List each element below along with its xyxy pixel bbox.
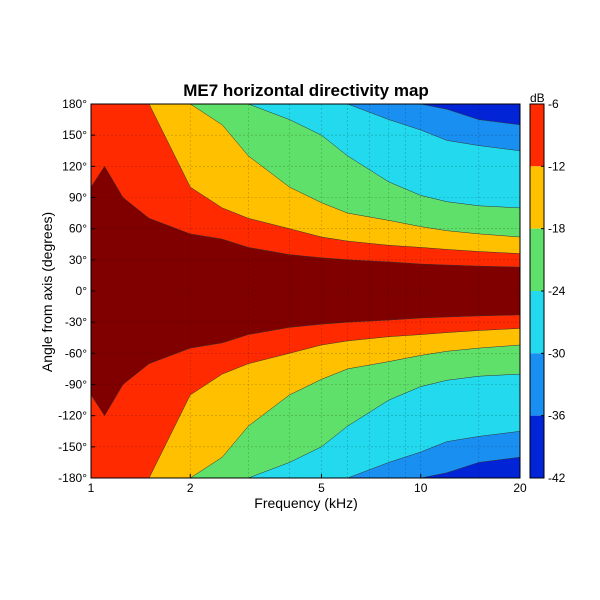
colorbar-segment	[530, 104, 544, 167]
colorbar-tick-label: -42	[548, 471, 566, 485]
y-tick-label: 60°	[69, 222, 87, 236]
y-tick-label: -30°	[65, 315, 87, 329]
colorbar-unit-label: dB	[530, 91, 545, 105]
x-tick-label: 5	[318, 481, 325, 495]
colorbar-tick-label: -30	[548, 346, 566, 360]
x-tick-label: 20	[513, 481, 527, 495]
colorbar-segment	[530, 415, 544, 478]
x-axis-ticks: 1 2 5 10 20	[88, 474, 527, 495]
colorbar-tick-label: -18	[548, 222, 566, 236]
contour-bands	[91, 104, 520, 478]
x-tick-label: 10	[414, 481, 428, 495]
y-tick-label: -120°	[58, 409, 87, 423]
colorbar-segment	[530, 166, 544, 229]
colorbar-tick-label: -6	[548, 97, 559, 111]
y-tick-label: 30°	[69, 253, 87, 267]
y-tick-label: 180°	[62, 97, 87, 111]
x-axis-label: Frequency (kHz)	[254, 495, 357, 511]
heatmap-plot	[91, 104, 520, 478]
chart-title: ME7 horizontal directivity map	[183, 81, 429, 100]
colorbar-tick-label: -12	[548, 159, 566, 173]
colorbar-segment	[530, 291, 544, 354]
y-tick-label: 120°	[62, 159, 87, 173]
y-tick-label: 90°	[69, 191, 87, 205]
colorbar-tick-label: -36	[548, 409, 566, 423]
colorbar-segment	[530, 228, 544, 291]
colorbar-ticks: -6 -12 -18 -24 -30 -36 -42	[541, 97, 566, 485]
y-tick-label: -150°	[58, 440, 87, 454]
x-tick-label: 1	[88, 481, 95, 495]
contour-band--6dB	[91, 165, 520, 417]
colorbar-tick-label: -24	[548, 284, 566, 298]
x-tick-label: 2	[187, 481, 194, 495]
y-tick-label: -180°	[58, 471, 87, 485]
y-axis-label: Angle from axis (degrees)	[39, 212, 55, 372]
y-tick-label: 150°	[62, 128, 87, 142]
y-axis-ticks: 180° 150° 120° 90° 60° 30° 0° -30° -60° -90° -120°…	[58, 97, 95, 485]
colorbar-segment	[530, 353, 544, 416]
y-tick-label: -60°	[65, 346, 87, 360]
y-tick-label: -90°	[65, 378, 87, 392]
y-tick-label: 0°	[76, 284, 88, 298]
